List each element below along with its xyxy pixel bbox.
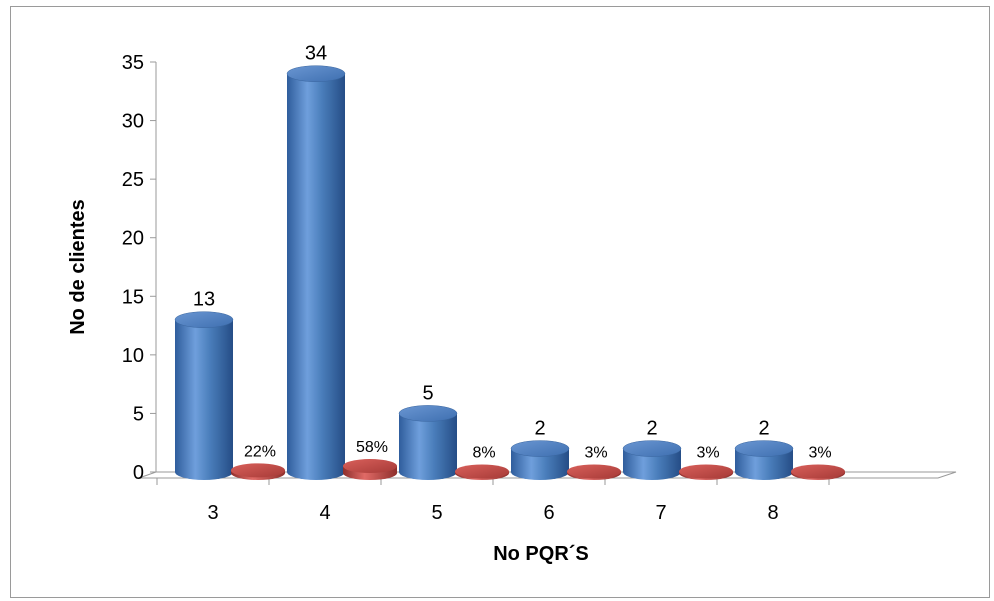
bar-top	[286, 65, 346, 82]
bar-porcentaje	[343, 459, 397, 480]
y-tick-label: 25	[122, 169, 144, 191]
bar-body	[623, 448, 681, 480]
bar-body	[735, 448, 793, 480]
bar-top	[455, 464, 509, 479]
bar-top	[231, 463, 285, 478]
y-axis-title: No de clientes	[67, 199, 89, 335]
bar-value-label: 13	[193, 289, 215, 311]
x-tick-label: 7	[655, 502, 666, 524]
bar-top	[679, 464, 733, 479]
bar-clientes	[734, 440, 794, 480]
bar-percent-label: 3%	[696, 445, 719, 462]
bar-top	[622, 440, 682, 457]
bar-value-label: 2	[534, 418, 545, 440]
x-tick-label: 3	[207, 502, 218, 524]
bar-top	[343, 459, 397, 474]
data-labels-group: 13 34 5 2 2 2 22% 58% 8% 3% 3% 3%	[193, 43, 832, 462]
bar-clientes	[398, 405, 458, 480]
bar-top	[398, 405, 458, 422]
y-axis: 0 5 10 15 20 25 30 35	[122, 52, 156, 484]
bar-porcentaje	[231, 463, 285, 480]
y-tick-label: 15	[122, 286, 144, 308]
bar-top	[791, 464, 845, 479]
x-axis-title: No PQR´S	[493, 543, 589, 565]
y-tick-label: 5	[133, 403, 144, 425]
bar-porcentaje	[567, 464, 621, 480]
bar-percent-label: 22%	[244, 443, 276, 460]
x-tick-label: 5	[431, 502, 442, 524]
bar-clientes	[286, 65, 346, 480]
bar-top	[174, 311, 234, 328]
x-tick-label: 6	[543, 502, 554, 524]
bar-clientes	[510, 440, 570, 480]
x-tick-label: 8	[767, 502, 778, 524]
bar-percent-label: 8%	[472, 445, 495, 462]
bar-value-label: 5	[422, 382, 433, 404]
bar-value-label: 34	[305, 43, 327, 65]
bar-body	[287, 73, 345, 480]
y-tick-label: 30	[122, 111, 144, 133]
bar-value-label: 2	[758, 418, 769, 440]
bar-percent-label: 3%	[584, 445, 607, 462]
x-tick-label: 4	[319, 502, 330, 524]
bar-value-label: 2	[646, 418, 657, 440]
bars-group	[174, 65, 845, 480]
bar-body	[175, 319, 233, 480]
y-tick-label: 35	[122, 52, 144, 74]
bar-clientes	[622, 440, 682, 480]
bar-percent-label: 58%	[356, 439, 388, 456]
y-tick-label: 10	[122, 345, 144, 367]
y-tick-label: 20	[122, 228, 144, 250]
x-axis: 3 4 5 6 7 8	[156, 478, 830, 524]
bar-porcentaje	[455, 464, 509, 480]
bar-top	[734, 440, 794, 457]
bar-top	[567, 464, 621, 479]
bar-porcentaje	[679, 464, 733, 480]
bar-percent-label: 3%	[808, 445, 831, 462]
y-tick-label: 0	[133, 462, 144, 484]
bar-body	[511, 448, 569, 480]
bar-top	[510, 440, 570, 457]
bar-clientes	[174, 311, 234, 480]
bar-porcentaje	[791, 464, 845, 480]
bar-body	[399, 413, 457, 480]
